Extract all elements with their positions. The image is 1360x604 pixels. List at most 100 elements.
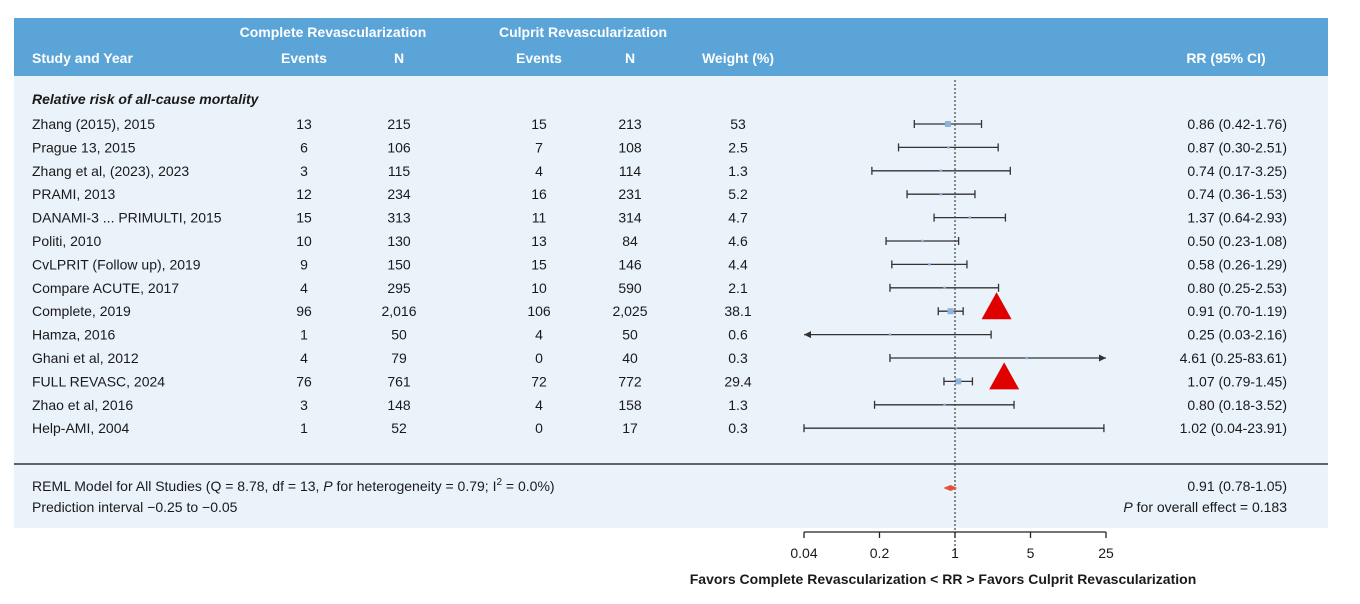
study-weight-cell: 0.3	[728, 350, 748, 366]
highlight-triangle	[989, 362, 1020, 390]
x-axis-label: Favors Complete Revascularization < RR >…	[690, 571, 1197, 587]
estimate-marker	[947, 146, 950, 149]
study-n-c-cell: 52	[391, 420, 407, 436]
study-rr-ci-text: 0.74 (0.36-1.53)	[1187, 186, 1287, 202]
header-rr: RR (95% CI)	[1186, 50, 1265, 66]
study-events-c-cell: 4	[300, 350, 308, 366]
study-row: Complete, 2019 96 2,016 106 2,025 38.1 0.91 (0…	[32, 292, 1287, 320]
study-n-c-cell: 106	[387, 139, 411, 155]
estimate-marker	[928, 263, 931, 266]
header-n-culprit: N	[625, 50, 635, 66]
estimate-marker	[954, 426, 958, 430]
study-rows: Zhang (2015), 2015 13 215 15 213 53 0.86 (0.42…	[32, 116, 1287, 436]
study-study-cell: DANAMI-3 ... PRIMULTI, 2015	[32, 210, 222, 226]
study-n-p-cell: 108	[618, 139, 642, 155]
estimate-marker	[939, 192, 943, 196]
study-row: Help-AMI, 2004 1 52 0 17 0.3 1.02 (0.04-23.91)	[32, 420, 1287, 436]
prediction-interval-text: Prediction interval −0.25 to −0.05	[32, 499, 238, 515]
study-n-p-cell: 213	[618, 116, 642, 132]
study-rr-ci-text: 0.58 (0.26-1.29)	[1187, 256, 1287, 272]
study-row: Hamza, 2016 1 50 4 50 0.6 0.25 (0.03-2.16)	[32, 327, 1287, 343]
study-study-cell: Politi, 2010	[32, 233, 101, 249]
x-axis: 0.04 0.2 1 5 25	[790, 531, 1114, 561]
study-n-p-cell: 590	[618, 280, 642, 296]
header-weight: Weight (%)	[702, 50, 774, 66]
study-study-cell: Compare ACUTE, 2017	[32, 280, 179, 296]
x-tick-label: 25	[1098, 545, 1114, 561]
study-n-c-cell: 130	[387, 233, 411, 249]
study-n-c-cell: 50	[391, 327, 407, 343]
study-study-cell: CvLPRIT (Follow up), 2019	[32, 256, 201, 272]
study-row: FULL REVASC, 2024 76 761 72 772 29.4 1.07 (0.7…	[32, 362, 1287, 390]
estimate-marker	[943, 286, 946, 290]
study-n-p-cell: 146	[618, 256, 642, 272]
study-row: Zhao et al, 2016 3 148 4 158 1.3 0.80 (0.18-3.…	[32, 397, 1287, 413]
study-events-p-cell: 7	[535, 139, 543, 155]
study-rr-ci-text: 0.25 (0.03-2.16)	[1187, 327, 1287, 343]
study-study-cell: FULL REVASC, 2024	[32, 373, 165, 389]
study-rr-ci-text: 0.87 (0.30-2.51)	[1187, 139, 1287, 155]
study-row: PRAMI, 2013 12 234 16 231 5.2 0.74 (0.36-1.53)	[32, 186, 1287, 202]
study-events-c-cell: 1	[300, 327, 308, 343]
study-events-c-cell: 10	[296, 233, 312, 249]
study-events-p-cell: 72	[531, 373, 547, 389]
study-n-p-cell: 2,025	[612, 303, 647, 319]
study-n-c-cell: 234	[387, 186, 411, 202]
study-weight-cell: 38.1	[724, 303, 751, 319]
highlight-triangle	[981, 292, 1012, 320]
study-rr-ci-text: 4.61 (0.25-83.61)	[1180, 350, 1287, 366]
study-n-c-cell: 313	[387, 210, 411, 226]
study-study-cell: Help-AMI, 2004	[32, 420, 129, 436]
study-weight-cell: 53	[730, 116, 746, 132]
study-events-p-cell: 0	[535, 420, 543, 436]
estimate-marker	[968, 216, 972, 219]
study-weight-cell: 1.3	[728, 397, 748, 413]
header-events-complete: Events	[281, 50, 327, 66]
study-events-c-cell: 4	[300, 280, 308, 296]
study-events-c-cell: 1	[300, 420, 308, 436]
study-row: CvLPRIT (Follow up), 2019 9 150 15 146 4.4 0.5…	[32, 256, 1287, 272]
header-group-culprit: Culprit Revascularization	[499, 24, 667, 40]
table-body-background	[14, 76, 1328, 528]
study-weight-cell: 4.7	[728, 210, 748, 226]
study-n-c-cell: 2,016	[381, 303, 416, 319]
study-events-p-cell: 11	[532, 210, 547, 226]
study-events-p-cell: 4	[535, 163, 543, 179]
study-row: Politi, 2010 10 130 13 84 4.6 0.50 (0.23-1.08)	[32, 233, 1287, 249]
pooled-ci-text: 0.91 (0.78-1.05)	[1187, 478, 1287, 494]
estimate-marker	[943, 403, 946, 407]
study-events-p-cell: 4	[535, 397, 543, 413]
study-n-p-cell: 84	[622, 233, 638, 249]
study-study-cell: Ghani et al, 2012	[32, 350, 139, 366]
study-events-c-cell: 96	[296, 303, 312, 319]
study-n-c-cell: 148	[387, 397, 411, 413]
study-n-c-cell: 150	[387, 256, 411, 272]
study-row: DANAMI-3 ... PRIMULTI, 2015 15 313 11 314 4.7…	[32, 210, 1287, 226]
study-n-c-cell: 115	[388, 163, 411, 179]
study-study-cell: Complete, 2019	[32, 303, 131, 319]
study-rr-ci-text: 0.91 (0.70-1.19)	[1187, 303, 1287, 319]
study-n-p-cell: 17	[622, 420, 638, 436]
estimate-marker	[955, 378, 962, 385]
study-weight-cell: 5.2	[728, 186, 748, 202]
header-events-culprit: Events	[516, 50, 562, 66]
study-rr-ci-text: 1.02 (0.04-23.91)	[1180, 420, 1287, 436]
header-background	[14, 18, 1328, 76]
study-n-c-cell: 761	[387, 373, 411, 389]
study-study-cell: Zhang et al, (2023), 2023	[32, 163, 189, 179]
header-study: Study and Year	[32, 50, 133, 66]
study-study-cell: Zhang (2015), 2015	[32, 116, 155, 132]
study-events-p-cell: 106	[527, 303, 551, 319]
estimate-marker	[939, 169, 943, 173]
study-events-c-cell: 3	[300, 163, 308, 179]
study-weight-cell: 4.4	[728, 256, 748, 272]
study-n-p-cell: 158	[618, 397, 642, 413]
header-n-complete: N	[394, 50, 404, 66]
study-weight-cell: 0.6	[728, 327, 748, 343]
header-group-complete: Complete Revascularization	[240, 24, 427, 40]
study-n-p-cell: 50	[622, 327, 638, 343]
study-events-c-cell: 12	[296, 186, 312, 202]
study-rr-ci-text: 1.37 (0.64-2.93)	[1187, 210, 1287, 226]
study-events-p-cell: 16	[531, 186, 547, 202]
